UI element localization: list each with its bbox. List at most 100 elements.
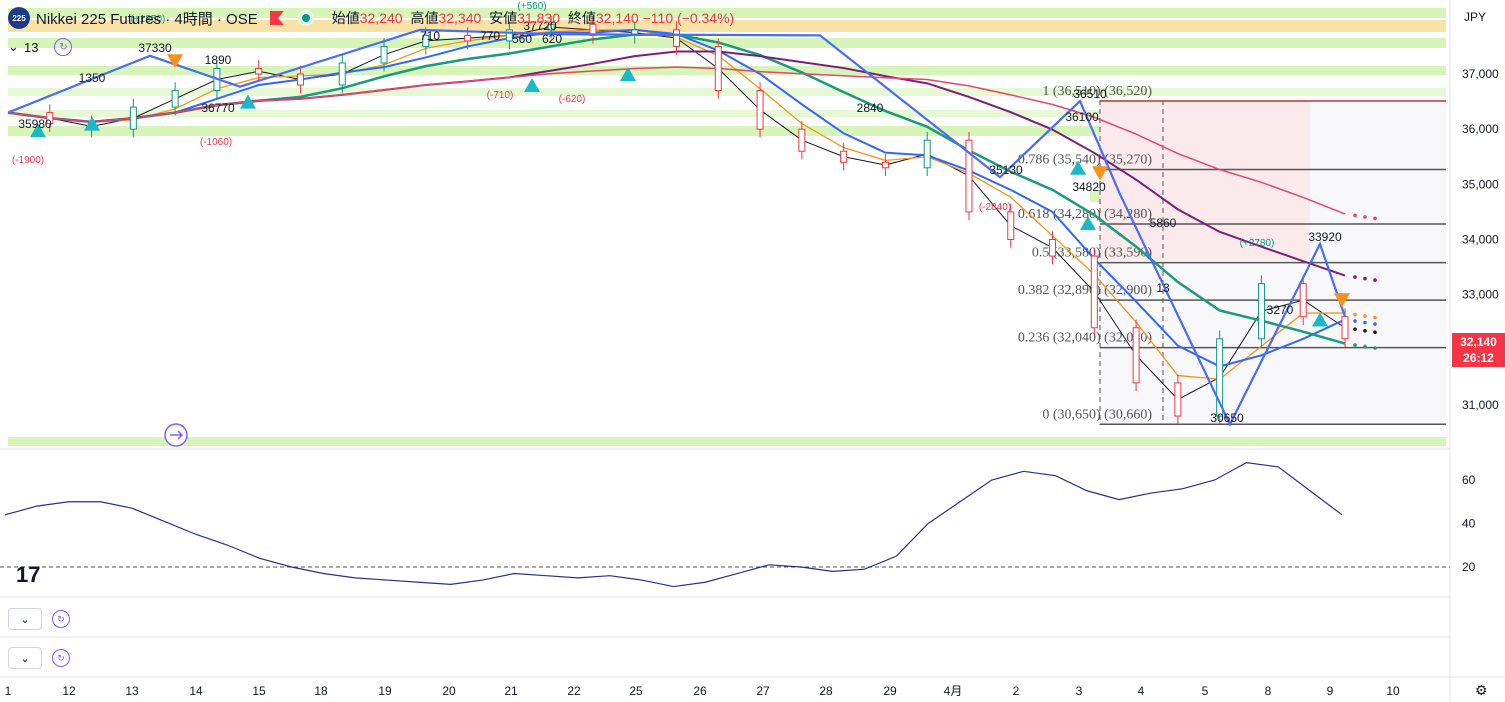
time-tick-label: 3 xyxy=(1076,684,1083,698)
price-annotation: 34820 xyxy=(1072,180,1106,194)
sell-signal-icon[interactable] xyxy=(167,54,183,69)
pane-collapse-button[interactable]: ⌄ xyxy=(8,608,42,630)
chevron-down-icon[interactable]: ⌄ xyxy=(8,39,19,54)
candle-body[interactable] xyxy=(881,161,889,169)
candle-body[interactable] xyxy=(1049,239,1057,257)
zigzag-line xyxy=(7,28,1347,427)
price-axis: 37,000 36,000 35,000 34,000 33,000 31,000 xyxy=(1462,67,1499,412)
buy-signal-icon[interactable] xyxy=(84,116,100,131)
price-annotation: 36100 xyxy=(1065,110,1099,124)
candle-body[interactable] xyxy=(1174,382,1182,417)
time-tick-label: 27 xyxy=(756,684,770,698)
candle-body[interactable] xyxy=(840,150,848,163)
symbol-title[interactable]: Nikkei 225 Futures · 4時間 · OSE xyxy=(36,10,258,28)
time-tick-label: 15 xyxy=(252,684,266,698)
indicator-collapse[interactable]: ⌄ 13 ↻ xyxy=(8,38,73,56)
candle-body[interactable] xyxy=(1090,255,1098,329)
candle-body[interactable] xyxy=(380,45,388,64)
price-annotation: 30650 xyxy=(1210,411,1244,425)
price-annotation: (+1350) xyxy=(131,14,166,25)
projection-dot xyxy=(1373,216,1377,221)
candle-body[interactable] xyxy=(296,73,304,86)
symbol-logo: 225 xyxy=(8,7,30,29)
currency-selector[interactable]: JPY xyxy=(1463,10,1486,24)
flag-icon[interactable] xyxy=(269,11,284,25)
oscillator-tick-label: 60 xyxy=(1462,473,1476,487)
time-tick-label: 8 xyxy=(1265,684,1272,698)
refresh-icon[interactable]: ↻ xyxy=(52,649,70,667)
candle-body[interactable] xyxy=(547,23,555,31)
last-price: 32,140 xyxy=(1460,335,1497,349)
tradingview-logo[interactable]: 17 xyxy=(16,562,41,587)
projection-dot xyxy=(1363,314,1367,318)
buy-signal-icon[interactable] xyxy=(524,78,540,93)
gear-icon[interactable]: ⚙ xyxy=(1475,682,1488,698)
candle-body[interactable] xyxy=(505,29,513,42)
time-tick-label: 25 xyxy=(629,684,643,698)
candlesticks xyxy=(46,16,1349,425)
candle-body[interactable] xyxy=(756,90,764,130)
time-tick-label: 19 xyxy=(378,684,392,698)
chevron-down-icon: ⌄ xyxy=(20,652,30,665)
candle-body[interactable] xyxy=(171,90,179,108)
candle-body[interactable] xyxy=(1007,211,1015,241)
candle-body[interactable] xyxy=(923,139,931,169)
price-annotation: (-620) xyxy=(559,94,586,105)
sell-signal-icon[interactable] xyxy=(1092,166,1108,181)
time-tick-label: 13 xyxy=(125,684,139,698)
price-annotation: 2840 xyxy=(857,101,884,115)
price-annotation: 620 xyxy=(542,32,562,46)
candle-body[interactable] xyxy=(1299,283,1307,318)
candle-body[interactable] xyxy=(255,67,263,75)
candle-body[interactable] xyxy=(714,45,722,92)
chevron-down-icon: ⌄ xyxy=(20,613,30,626)
pane-collapse-button[interactable]: ⌄ xyxy=(8,647,42,669)
price-tick-label: 31,000 xyxy=(1462,398,1499,412)
candle-body[interactable] xyxy=(1216,338,1224,417)
buy-signal-icon[interactable] xyxy=(1312,312,1328,327)
candle-body[interactable] xyxy=(673,29,680,47)
projection-dot xyxy=(1363,328,1367,333)
candle-body[interactable] xyxy=(464,34,472,42)
fib-level-label: 0.786 (35,540) (35,270) xyxy=(1018,152,1152,167)
collapsed-count: 13 xyxy=(24,39,39,55)
projection-dot xyxy=(1373,315,1377,320)
time-tick-label: 20 xyxy=(442,684,456,698)
buy-signal-icon[interactable] xyxy=(620,67,636,81)
fib-level-label: 0.236 (32,040) (32,040) xyxy=(1018,331,1152,346)
annotations: (+1350) 37330 1350 1890 (-1900) (-1060) 36770 3… xyxy=(12,1,1350,425)
projection-dot xyxy=(1363,344,1367,349)
candle-body[interactable] xyxy=(338,62,346,86)
price-annotation: 770 xyxy=(480,29,500,43)
buy-signal-icon[interactable] xyxy=(1080,215,1096,230)
price-annotation: 35130 xyxy=(989,163,1023,177)
price-tick-label: 33,000 xyxy=(1462,288,1499,302)
sell-signal-icon[interactable] xyxy=(1334,293,1350,308)
oscillator-pane: 60 40 20 xyxy=(4,461,1476,588)
candle-body[interactable] xyxy=(1257,283,1265,340)
buy-signal-icon[interactable] xyxy=(30,123,46,138)
time-tick-label: 9 xyxy=(1327,684,1334,698)
candle-body[interactable] xyxy=(1132,327,1140,384)
price-annotation: (+560) xyxy=(517,1,546,12)
time-tick-label: 14 xyxy=(189,684,203,698)
refresh-icon[interactable]: ↻ xyxy=(52,610,70,628)
fib-level-label: 0.5 (33,580) (33,590) xyxy=(1032,246,1152,261)
time-tick-label: 28 xyxy=(819,684,833,698)
candle-body[interactable] xyxy=(129,106,137,130)
candle-body[interactable] xyxy=(1341,316,1349,340)
projection-dot xyxy=(1353,312,1357,317)
time-tick-label: 2 xyxy=(1013,684,1020,698)
candle-body[interactable] xyxy=(965,139,973,213)
buy-signal-icon[interactable] xyxy=(1070,160,1086,175)
price-annotation: 35980 xyxy=(18,117,52,131)
candle-body[interactable] xyxy=(46,112,54,125)
price-annotation: (-1900) xyxy=(12,155,44,166)
time-tick-label: 4月 xyxy=(944,684,963,698)
refresh-icon[interactable]: ↻ xyxy=(54,38,73,56)
candle-body[interactable] xyxy=(798,128,806,152)
bar-countdown: 26:12 xyxy=(1463,351,1494,365)
buy-signal-icon[interactable] xyxy=(240,94,256,109)
candle-body[interactable] xyxy=(422,34,430,47)
